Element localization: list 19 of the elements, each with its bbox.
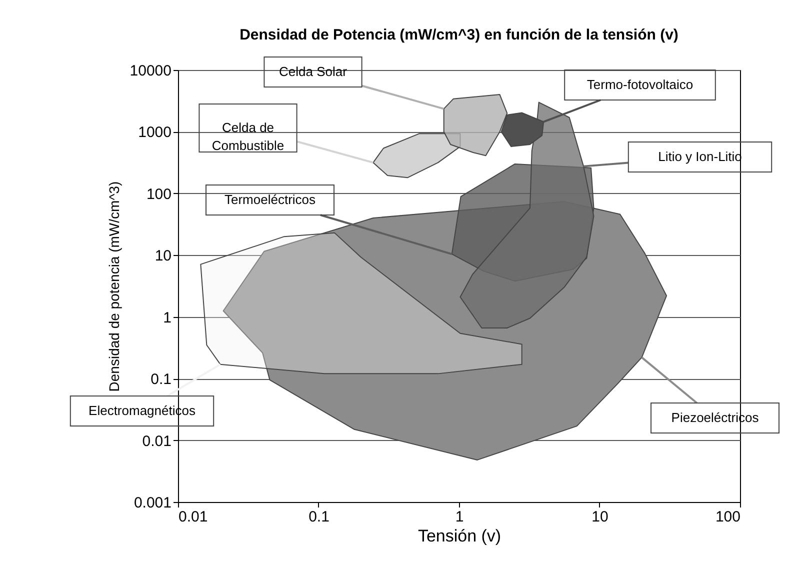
y-axis-title: Densidad de potencia (mW/cm^3)	[106, 181, 122, 392]
text: Termoeléctricos	[224, 192, 316, 207]
y-tick-label: 1000	[138, 124, 172, 142]
x-tick-label: 1	[455, 508, 464, 526]
chart-title: Densidad de Potencia (mW/cm^3) en función de la tensión (v)	[240, 26, 678, 44]
y-tick-label: 10	[154, 248, 172, 265]
y-tick-label: 0.001	[134, 494, 172, 512]
x-tick-label: 100	[715, 508, 740, 526]
x-tick-label: 0.1	[308, 508, 330, 526]
y-tick-label: 10000	[130, 62, 172, 80]
y-tick-label: 0.1	[150, 371, 172, 388]
x-tick-label: 10	[592, 508, 608, 526]
y-tick-label: 1	[163, 309, 172, 326]
text: Celda de Combustible	[212, 120, 284, 153]
x-tick-label: 0.01	[178, 508, 208, 526]
y-tick-label: 100	[146, 186, 172, 203]
x-axis-title: Tensión (v)	[418, 526, 502, 546]
y-tick-label: 0.01	[142, 432, 172, 450]
text: Termo-fotovoltaico	[586, 77, 694, 92]
